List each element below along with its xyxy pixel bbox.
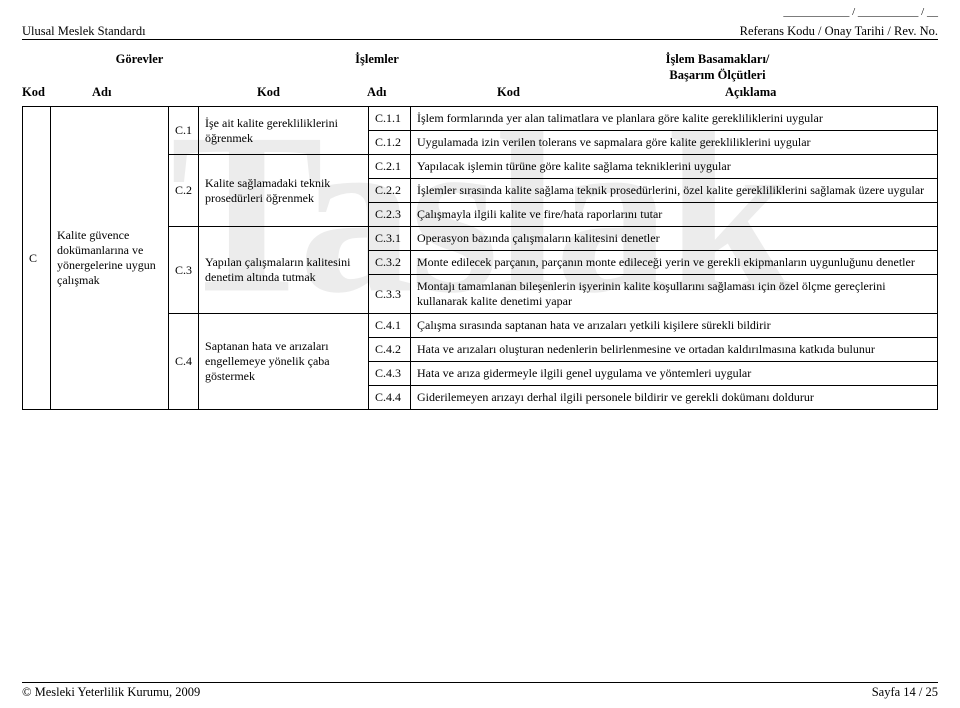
hdr-adi-1: Adı <box>62 85 257 100</box>
lvl3-code: C.2.1 <box>369 155 411 179</box>
lvl3-desc: Montajı tamamlanan bileşenlerin işyerini… <box>411 275 938 314</box>
hdr-adi-2: Adı <box>297 85 497 100</box>
lvl2-name: Kalite sağlamadaki teknik prosedürleri ö… <box>199 155 369 227</box>
ref-placeholder: ____________ / ___________ / __ <box>783 6 938 18</box>
hdr-kod-2: Kod <box>257 85 297 100</box>
hdr-aciklama: Açıklama <box>545 85 938 100</box>
lvl1-name: Kalite güvence dokümanlarına ve yönergel… <box>51 107 169 410</box>
lvl3-code: C.4.2 <box>369 338 411 362</box>
lvl3-code: C.1.1 <box>369 107 411 131</box>
hdr-kod-3: Kod <box>497 85 545 100</box>
standards-table: CKalite güvence dokümanlarına ve yönerge… <box>22 106 938 410</box>
lvl2-name: Saptanan hata ve arızaları engellemeye y… <box>199 314 369 410</box>
lvl3-desc: İşlemler sırasında kalite sağlama teknik… <box>411 179 938 203</box>
lvl2-code: C.3 <box>169 227 199 314</box>
lvl2-name: İşe ait kalite gerekliliklerini öğrenmek <box>199 107 369 155</box>
lvl3-code: C.1.2 <box>369 131 411 155</box>
lvl3-code: C.3.3 <box>369 275 411 314</box>
lvl2-code: C.1 <box>169 107 199 155</box>
page-footer: © Mesleki Yeterlilik Kurumu, 2009 Sayfa … <box>22 682 938 700</box>
lvl2-code: C.2 <box>169 155 199 227</box>
doc-title-right: Referans Kodu / Onay Tarihi / Rev. No. <box>740 24 938 39</box>
lvl3-desc: Giderilemeyen arızayı derhal ilgili pers… <box>411 386 938 410</box>
lvl3-code: C.3.1 <box>369 227 411 251</box>
lvl3-code: C.4.1 <box>369 314 411 338</box>
group-basamaklar: İşlem Basamakları/ Başarım Ölçütleri <box>497 52 938 83</box>
table-row: CKalite güvence dokümanlarına ve yönerge… <box>23 107 938 131</box>
lvl3-code: C.2.3 <box>369 203 411 227</box>
lvl3-desc: Yapılacak işlemin türüne göre kalite sağ… <box>411 155 938 179</box>
hdr-kod-1: Kod <box>22 85 62 100</box>
doc-title-left: Ulusal Meslek Standardı <box>22 24 146 39</box>
lvl3-code: C.2.2 <box>369 179 411 203</box>
lvl3-desc: İşlem formlarında yer alan talimatlara v… <box>411 107 938 131</box>
footer-left: © Mesleki Yeterlilik Kurumu, 2009 <box>22 685 200 700</box>
lvl3-desc: Operasyon bazında çalışmaların kalitesin… <box>411 227 938 251</box>
lvl3-desc: Çalışma sırasında saptanan hata ve arıza… <box>411 314 938 338</box>
lvl3-code: C.4.4 <box>369 386 411 410</box>
column-group-headers: Görevler İşlemler İşlem Basamakları/ Baş… <box>22 52 938 83</box>
lvl3-desc: Hata ve arızaları oluşturan nedenlerin b… <box>411 338 938 362</box>
lvl3-desc: Hata ve arıza gidermeyle ilgili genel uy… <box>411 362 938 386</box>
lvl1-code: C <box>23 107 51 410</box>
lvl3-desc: Çalışmayla ilgili kalite ve fire/hata ra… <box>411 203 938 227</box>
lvl3-desc: Uygulamada izin verilen tolerans ve sapm… <box>411 131 938 155</box>
group-line2: Başarım Ölçütleri <box>669 68 765 82</box>
lvl3-desc: Monte edilecek parçanın, parçanın monte … <box>411 251 938 275</box>
column-headers: Kod Adı Kod Adı Kod Açıklama <box>22 85 938 100</box>
group-islemler: İşlemler <box>257 52 497 83</box>
lvl3-code: C.4.3 <box>369 362 411 386</box>
footer-right: Sayfa 14 / 25 <box>872 685 938 700</box>
lvl2-code: C.4 <box>169 314 199 410</box>
group-line1: İşlem Basamakları/ <box>666 52 770 66</box>
lvl3-code: C.3.2 <box>369 251 411 275</box>
group-gorevler: Görevler <box>22 52 257 83</box>
lvl2-name: Yapılan çalışmaların kalitesini denetim … <box>199 227 369 314</box>
